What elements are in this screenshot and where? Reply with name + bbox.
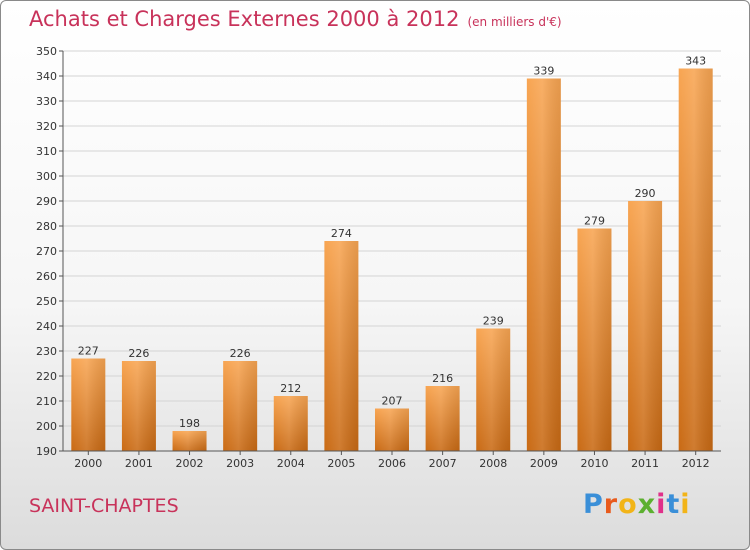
value-label: 339 [533,65,554,78]
y-tick-label: 230 [36,345,57,358]
x-tick-label: 2001 [125,457,153,470]
value-label: 216 [432,372,453,385]
y-tick-label: 190 [36,445,57,458]
x-tick-label: 2005 [327,457,355,470]
x-axis-ticks: 2000 2001 2002 2003 2004 2005 2006 2007 2008 2009… [74,451,710,470]
value-label: 226 [230,347,251,360]
x-tick-label: 2004 [277,457,305,470]
x-tick-label: 2012 [682,457,710,470]
value-label: 226 [128,347,149,360]
bar-shine [71,358,106,451]
value-label: 207 [382,395,403,408]
bar-shine [375,408,409,451]
bars: 227 226 198 226 212 274 207 216 239 339 279 290 343 [71,55,713,451]
value-label: 290 [635,187,656,200]
y-tick-label: 340 [36,70,57,83]
place-name: SAINT-CHAPTES [29,495,179,517]
value-label: 343 [685,55,706,68]
proxiti-logo: Proxiti [583,489,691,520]
y-tick-label: 330 [36,95,57,108]
bar-shine [425,386,460,451]
bar-shine [223,361,258,451]
y-tick-label: 210 [36,395,57,408]
y-tick-label: 260 [36,270,57,283]
grid-lines [63,50,721,452]
y-tick-label: 200 [36,420,57,433]
x-tick-label: 2006 [378,457,406,470]
chart-title: Achats et Charges Externes 2000 à 2012 (e… [29,7,562,31]
bar-shine [678,68,713,451]
y-tick-label: 270 [36,245,57,258]
bar-shine [172,431,207,451]
value-label: 198 [179,417,200,430]
bar-shine [628,201,663,451]
x-tick-label: 2003 [226,457,254,470]
y-tick-label: 350 [36,45,57,58]
value-label: 279 [584,215,605,228]
y-tick-label: 220 [36,370,57,383]
x-tick-label: 2000 [74,457,102,470]
y-axis-ticks: 190 200 210 220 230 240 250 260 270 280 290 300 310 3… [36,45,63,458]
y-tick-label: 240 [36,320,57,333]
y-tick-label: 320 [36,120,57,133]
bar-shine [526,78,561,451]
value-label: 274 [331,227,352,240]
value-label: 239 [483,315,504,328]
value-label: 227 [78,345,99,358]
bar-shine [324,241,359,451]
y-tick-label: 250 [36,295,57,308]
bar-shine [121,361,156,451]
chart-title-text: Achats et Charges Externes 2000 à 2012 [29,7,460,31]
x-tick-label: 2007 [429,457,457,470]
x-tick-label: 2008 [479,457,507,470]
x-tick-label: 2002 [176,457,204,470]
x-tick-label: 2009 [530,457,558,470]
chart-unit: (en milliers d'€) [467,15,562,29]
x-tick-label: 2011 [631,457,659,470]
x-tick-label: 2010 [580,457,608,470]
bar-shine [273,396,308,451]
y-tick-label: 300 [36,170,57,183]
bar-shine [577,228,612,451]
y-tick-label: 280 [36,220,57,233]
y-tick-label: 290 [36,195,57,208]
value-label: 212 [280,382,301,395]
y-tick-label: 310 [36,145,57,158]
bar-shine [476,328,511,451]
